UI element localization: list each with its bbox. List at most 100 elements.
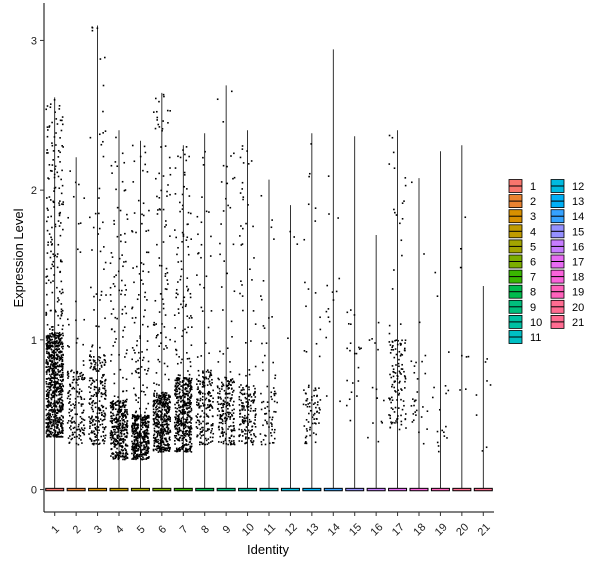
data-point bbox=[110, 252, 113, 254]
data-point bbox=[92, 359, 95, 361]
data-point bbox=[164, 413, 166, 415]
data-point bbox=[125, 436, 128, 439]
data-point bbox=[177, 418, 180, 420]
data-point bbox=[176, 425, 179, 427]
data-point bbox=[56, 361, 59, 364]
data-point bbox=[232, 389, 235, 392]
data-point bbox=[195, 378, 198, 381]
data-point bbox=[124, 447, 126, 450]
data-point bbox=[178, 429, 181, 431]
data-point bbox=[161, 128, 164, 130]
data-point bbox=[136, 450, 139, 452]
points-14 bbox=[325, 175, 341, 403]
data-point bbox=[174, 436, 177, 439]
data-point bbox=[212, 436, 214, 439]
data-point bbox=[224, 401, 226, 403]
data-point bbox=[315, 422, 317, 425]
data-point bbox=[315, 389, 317, 391]
data-point bbox=[121, 445, 124, 448]
data-point bbox=[126, 410, 128, 413]
data-point bbox=[58, 359, 61, 362]
data-point bbox=[212, 389, 214, 392]
data-point bbox=[131, 425, 133, 427]
data-point bbox=[122, 403, 125, 406]
data-point bbox=[104, 437, 106, 439]
data-point bbox=[261, 361, 264, 364]
data-point bbox=[145, 434, 148, 437]
data-point bbox=[152, 434, 155, 437]
data-point bbox=[164, 398, 166, 401]
data-point bbox=[93, 309, 95, 311]
data-point bbox=[164, 447, 167, 450]
data-point bbox=[174, 193, 177, 195]
data-point bbox=[464, 388, 467, 390]
data-point bbox=[186, 285, 188, 288]
data-point bbox=[166, 447, 169, 450]
data-point bbox=[61, 388, 64, 391]
data-point bbox=[133, 435, 136, 438]
data-point bbox=[229, 371, 232, 373]
data-point bbox=[248, 373, 251, 376]
data-point bbox=[154, 411, 157, 413]
data-point bbox=[74, 431, 76, 434]
data-point bbox=[68, 402, 70, 404]
data-point bbox=[60, 385, 63, 388]
data-point bbox=[223, 417, 226, 420]
data-point bbox=[411, 421, 414, 423]
data-point bbox=[49, 359, 51, 361]
data-point bbox=[54, 405, 57, 408]
data-point bbox=[91, 424, 94, 426]
data-point bbox=[152, 408, 155, 411]
data-point bbox=[70, 420, 72, 422]
data-point bbox=[119, 455, 122, 458]
data-point bbox=[201, 386, 204, 388]
data-point bbox=[141, 458, 143, 461]
data-point bbox=[184, 444, 186, 446]
data-point bbox=[444, 385, 447, 387]
x-tick-label: 12 bbox=[283, 521, 300, 538]
data-point bbox=[117, 400, 120, 402]
data-point bbox=[46, 344, 49, 347]
data-point bbox=[45, 422, 47, 424]
data-point bbox=[203, 384, 206, 387]
data-point bbox=[250, 340, 252, 342]
data-point bbox=[198, 405, 201, 408]
data-point bbox=[199, 390, 201, 392]
x-tick-label: 17 bbox=[390, 521, 407, 538]
data-point bbox=[274, 392, 277, 395]
data-point bbox=[110, 431, 113, 433]
data-point bbox=[144, 434, 146, 437]
data-point bbox=[253, 392, 255, 395]
data-point bbox=[122, 452, 124, 455]
data-point bbox=[62, 345, 64, 348]
data-point bbox=[239, 409, 241, 412]
data-point bbox=[161, 424, 163, 426]
data-point bbox=[200, 306, 203, 309]
data-point bbox=[58, 340, 61, 342]
data-point bbox=[169, 418, 171, 420]
data-point bbox=[49, 383, 51, 385]
data-point bbox=[157, 416, 160, 419]
data-point bbox=[50, 401, 52, 404]
data-point bbox=[225, 197, 227, 200]
data-point bbox=[98, 420, 100, 423]
data-point bbox=[187, 394, 189, 397]
data-point bbox=[56, 123, 59, 125]
data-point bbox=[202, 375, 204, 378]
data-point bbox=[118, 289, 121, 292]
data-point bbox=[114, 417, 116, 420]
data-point bbox=[78, 388, 81, 391]
data-point bbox=[104, 389, 107, 392]
data-point bbox=[49, 413, 51, 415]
data-point bbox=[185, 239, 188, 241]
data-point bbox=[165, 392, 168, 394]
data-point bbox=[186, 429, 188, 432]
data-point bbox=[414, 411, 417, 413]
data-point bbox=[123, 428, 126, 431]
legend-item-1: 1 bbox=[508, 179, 536, 193]
data-point bbox=[142, 435, 144, 438]
data-point bbox=[99, 424, 102, 426]
data-point bbox=[164, 419, 166, 422]
data-point bbox=[62, 379, 64, 382]
data-point bbox=[125, 457, 127, 460]
